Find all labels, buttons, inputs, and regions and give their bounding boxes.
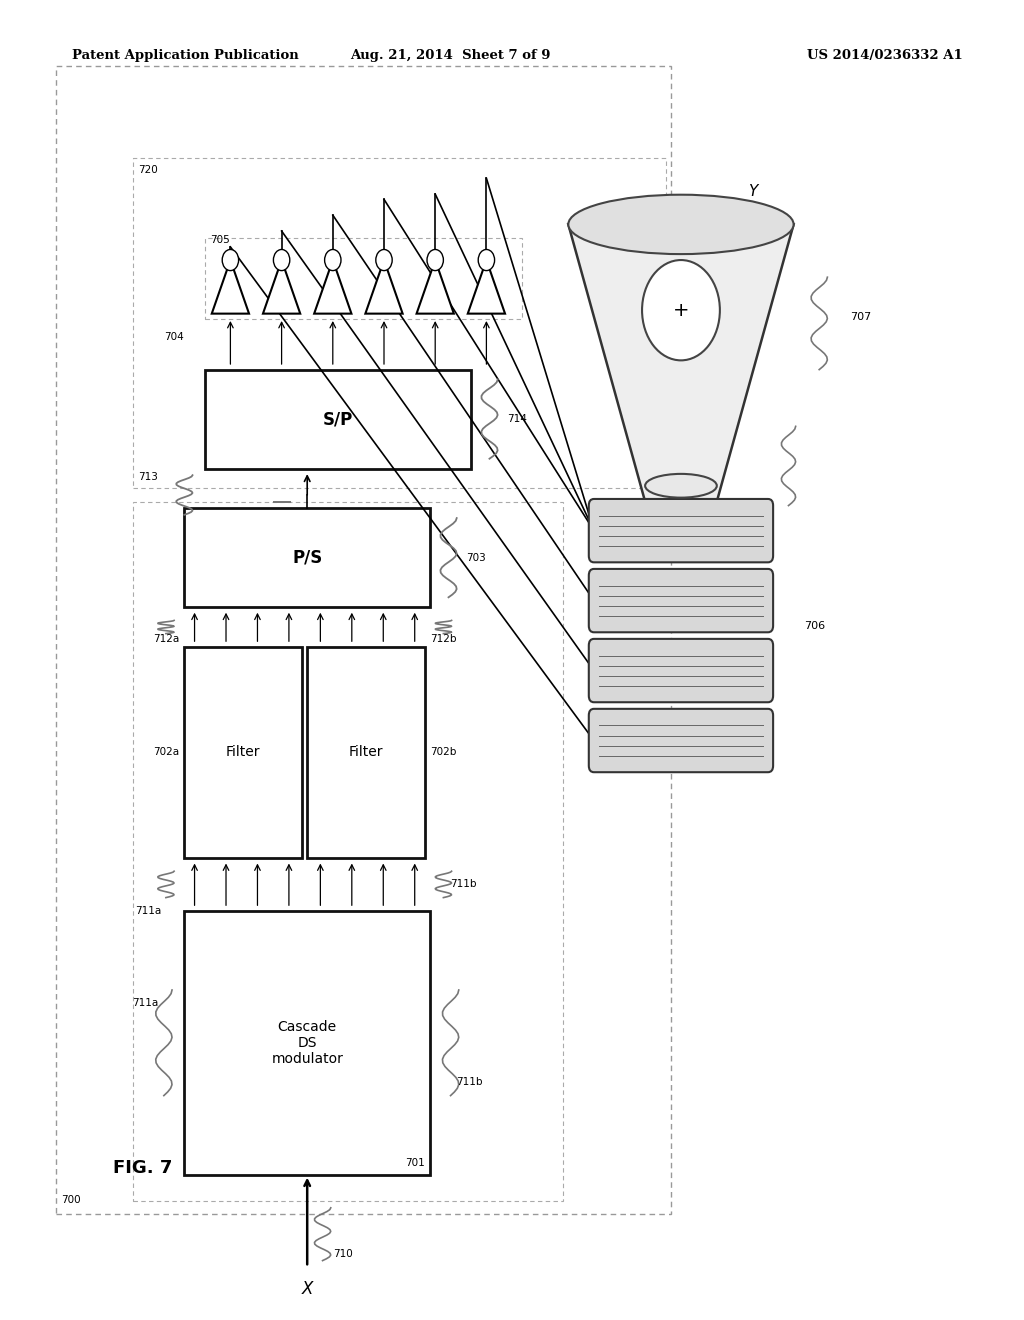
Text: Filter: Filter [226, 746, 260, 759]
Text: 711b: 711b [451, 879, 477, 890]
Circle shape [376, 249, 392, 271]
Ellipse shape [645, 474, 717, 498]
Text: Cascade
DS
modulator: Cascade DS modulator [271, 1019, 343, 1067]
FancyBboxPatch shape [589, 499, 773, 562]
Text: 712b: 712b [430, 634, 457, 644]
Text: 720: 720 [138, 165, 158, 176]
Circle shape [273, 249, 290, 271]
Text: P/S: P/S [292, 549, 323, 566]
Ellipse shape [568, 195, 794, 255]
Text: 711a: 711a [135, 906, 162, 916]
FancyBboxPatch shape [589, 709, 773, 772]
Text: 713: 713 [138, 471, 158, 482]
Text: X: X [301, 1280, 313, 1299]
Circle shape [325, 249, 341, 271]
FancyBboxPatch shape [589, 639, 773, 702]
Bar [56, 66, 671, 1214]
Polygon shape [263, 260, 300, 314]
Bar [133, 502, 563, 1201]
Text: S/P: S/P [323, 411, 353, 428]
Polygon shape [568, 224, 794, 502]
Text: Filter: Filter [349, 746, 383, 759]
Text: 701: 701 [406, 1158, 425, 1168]
Polygon shape [366, 260, 402, 314]
Text: 712a: 712a [153, 634, 179, 644]
FancyBboxPatch shape [589, 569, 773, 632]
Text: 703: 703 [466, 553, 485, 562]
Text: 704: 704 [165, 331, 184, 342]
Bar [133, 158, 666, 488]
Bar [205, 370, 471, 469]
Bar [205, 238, 522, 319]
Polygon shape [417, 260, 454, 314]
Text: 707: 707 [850, 312, 871, 322]
Bar [307, 647, 425, 858]
Text: 711a: 711a [132, 998, 159, 1008]
Bar [184, 911, 430, 1175]
Text: 706: 706 [804, 620, 825, 631]
Text: 710: 710 [333, 1249, 352, 1259]
Bar [184, 508, 430, 607]
Text: 702a: 702a [153, 747, 179, 758]
Text: FIG. 7: FIG. 7 [113, 1159, 172, 1177]
Text: US 2014/0236332 A1: US 2014/0236332 A1 [807, 49, 963, 62]
Text: 714: 714 [507, 414, 526, 424]
Text: +: + [673, 301, 689, 319]
Circle shape [222, 249, 239, 271]
Text: Aug. 21, 2014  Sheet 7 of 9: Aug. 21, 2014 Sheet 7 of 9 [350, 49, 551, 62]
Circle shape [478, 249, 495, 271]
Text: Patent Application Publication: Patent Application Publication [72, 49, 298, 62]
Text: 702b: 702b [430, 747, 457, 758]
Text: 705: 705 [210, 235, 229, 246]
Polygon shape [212, 260, 249, 314]
Polygon shape [468, 260, 505, 314]
Bar [184, 647, 302, 858]
Circle shape [642, 260, 720, 360]
Polygon shape [314, 260, 351, 314]
Text: 700: 700 [61, 1195, 81, 1205]
Text: Y: Y [748, 183, 758, 199]
Text: 711b: 711b [456, 1077, 482, 1088]
Circle shape [427, 249, 443, 271]
